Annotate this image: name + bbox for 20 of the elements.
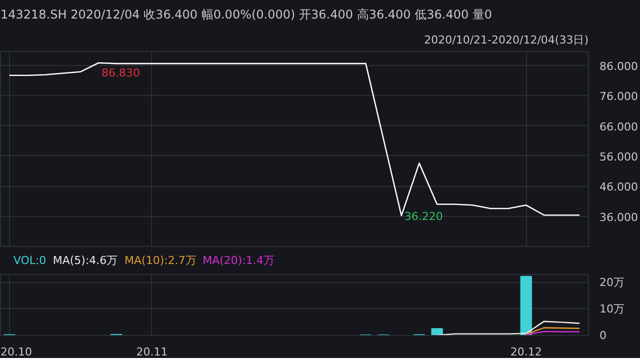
y-tick-label: 86.000 [600,60,638,73]
y-tick-label: 0 [600,329,606,342]
text: MA(5):4.6万 [52,254,118,267]
text: VOL:0 [13,254,46,267]
chart-title: 143218.SH 2020/12/04 收36.400 幅0.00%(0.000) 开36.400 高36.400 低36.400 量0 [0,8,492,22]
y-tick-label: 66.000 [600,120,638,134]
y-tick-label: 20万 [600,276,624,289]
annotation: 86.830 [102,66,140,80]
x-tick-label: 20.12 [510,346,542,358]
text: MA(10):2.7万 [124,254,196,267]
chart-subtitle: 2020/10/21-2020/12/04(33日) [424,34,589,46]
y-tick-label: 56.000 [600,150,638,164]
y-tick-label: 46.000 [600,180,638,194]
y-tick-label: 76.000 [600,90,638,104]
text: MA(20):1.4万 [202,254,274,267]
y-tick-label: 10万 [600,302,624,316]
annotation: 36.220 [404,210,443,224]
y-tick-label: 36.000 [600,210,638,224]
x-tick-label: 20.10 [0,346,32,358]
x-tick-label: 20.11 [136,346,168,358]
